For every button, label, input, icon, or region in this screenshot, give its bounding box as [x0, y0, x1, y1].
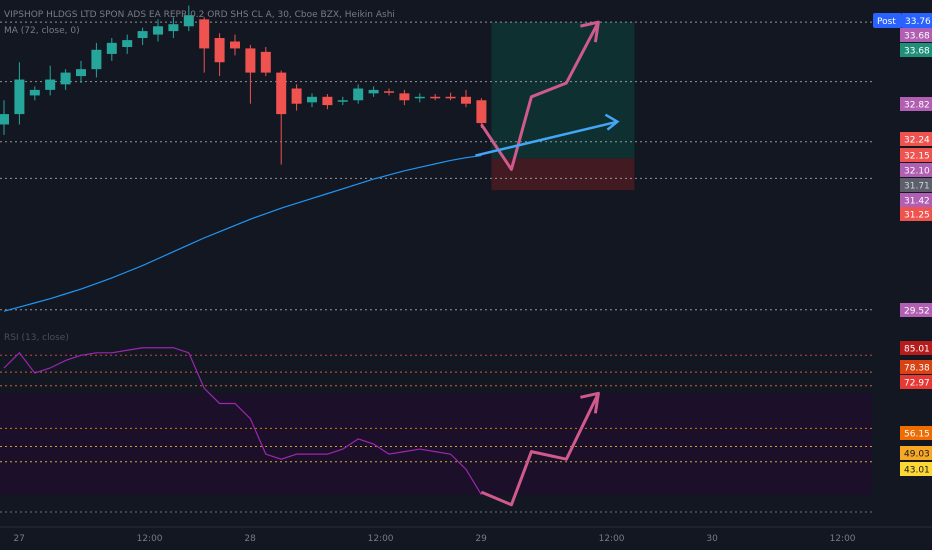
candle-body: [230, 41, 240, 49]
rsi-panel: [3, 347, 600, 507]
rsi-label-box: [900, 360, 932, 374]
price-label-box: [900, 207, 932, 221]
candle-body: [122, 40, 133, 48]
candle-body: [153, 26, 163, 35]
price-label: 31.42: [904, 197, 930, 207]
price-label: 32.10: [904, 167, 930, 177]
post-price-box: [902, 13, 932, 28]
ma-forecast-arrowhead: [604, 113, 620, 131]
price-label-box: [900, 97, 932, 111]
time-axis[interactable]: 27 12:00 28 12:00 29 12:00 30 12:00: [0, 526, 932, 544]
candle-body: [276, 72, 287, 115]
time-tick-label: 28: [244, 534, 256, 544]
price-label: 29.52: [904, 307, 930, 317]
candle-body: [322, 96, 333, 106]
rsi-label-box: [900, 446, 932, 460]
forecast-arrows: [475, 20, 620, 171]
candle-body: [307, 96, 317, 103]
price-label: 32.15: [904, 152, 930, 162]
candle-body: [106, 42, 117, 54]
candle-body: [137, 31, 148, 39]
rsi-forecast-arrow: [480, 392, 600, 507]
candle-body: [168, 24, 179, 32]
candle-body: [91, 49, 102, 70]
price-label: 33.68: [904, 47, 930, 57]
candle-body: [337, 100, 348, 102]
rsi-label-box: [900, 426, 932, 440]
candle-body: [461, 96, 471, 104]
candle-body: [414, 96, 425, 99]
time-tick-label: 30: [706, 534, 718, 544]
rsi-band: [0, 393, 872, 495]
price-label: 31.71: [904, 182, 930, 192]
candle-body: [399, 93, 410, 101]
candle-body: [76, 69, 86, 77]
rsi-label: 78.38: [904, 364, 930, 374]
price-label-box: [900, 193, 932, 207]
rsi-line: [3, 347, 482, 495]
stop-zone: [491, 158, 635, 191]
candle-body: [368, 89, 379, 94]
ma-forecast-arrow: [475, 120, 618, 157]
candle-body: [0, 114, 9, 125]
candle-body: [384, 91, 394, 93]
price-label-box: [900, 148, 932, 162]
target-zone: [491, 22, 635, 159]
rsi-label-box: [900, 462, 932, 476]
time-tick-label: 12:00: [368, 534, 394, 544]
price-label-box: [900, 132, 932, 146]
price-label: 32.24: [904, 136, 930, 146]
candle-body: [445, 96, 456, 99]
position-zones: [0, 22, 872, 495]
rsi-label: 85.01: [904, 345, 930, 355]
candles: [0, 5, 487, 165]
post-badge: [873, 13, 902, 28]
rsi-label-box: [900, 375, 932, 389]
price-label: 33.68: [904, 32, 930, 42]
symbol-title: VIPSHOP HLDGS LTD SPON ADS EA REPR 0.2 O…: [4, 10, 395, 20]
price-axis[interactable]: 33.68 33.68 32.82 32.24 32.15 32.10 31.71 31.42…: [900, 28, 932, 476]
price-label-box: [900, 43, 932, 57]
time-tick-label: 27: [13, 534, 24, 544]
candle-body: [353, 88, 364, 101]
price-label-box: [900, 28, 932, 42]
candle-body: [29, 89, 40, 96]
price-label-box: [900, 303, 932, 317]
candle-body: [430, 96, 441, 99]
rsi-label-box: [900, 341, 932, 355]
candle-body: [476, 100, 487, 124]
price-label: 31.25: [904, 211, 930, 221]
price-forecast-arrow: [480, 21, 600, 171]
rsi-label: 43.01: [904, 466, 930, 476]
price-label-box: [900, 178, 932, 192]
time-tick-label: 29: [475, 534, 487, 544]
rsi-label: 49.03: [904, 450, 930, 460]
price-label: 32.82: [904, 101, 930, 111]
candle-body: [183, 15, 194, 27]
candle-body: [214, 38, 225, 63]
dotted-levels: [0, 21, 872, 513]
time-tick-label: 12:00: [137, 534, 163, 544]
rsi-label: 72.97: [904, 379, 930, 389]
candle-body: [291, 88, 302, 104]
ma-line: [3, 154, 482, 312]
post-badge-label: Post: [877, 17, 896, 27]
candle-body: [14, 79, 25, 115]
time-tick-label: 12:00: [599, 534, 625, 544]
rsi-legend: RSI (13, close): [4, 333, 69, 343]
rsi-forecast-arrowhead: [580, 391, 600, 414]
candle-body: [45, 79, 56, 90]
price-label-box: [900, 163, 932, 177]
post-price: 33.76: [905, 17, 931, 27]
time-tick-label: 12:00: [830, 534, 856, 544]
candle-body: [199, 19, 210, 49]
candle-body: [245, 48, 256, 73]
moving-average: [3, 154, 482, 312]
candle-body: [260, 51, 271, 73]
ma-legend: MA (72, close, 0): [4, 26, 80, 36]
rsi-label: 56.15: [904, 430, 930, 440]
price-forecast-arrowhead: [580, 20, 600, 43]
candle-body: [60, 72, 71, 85]
